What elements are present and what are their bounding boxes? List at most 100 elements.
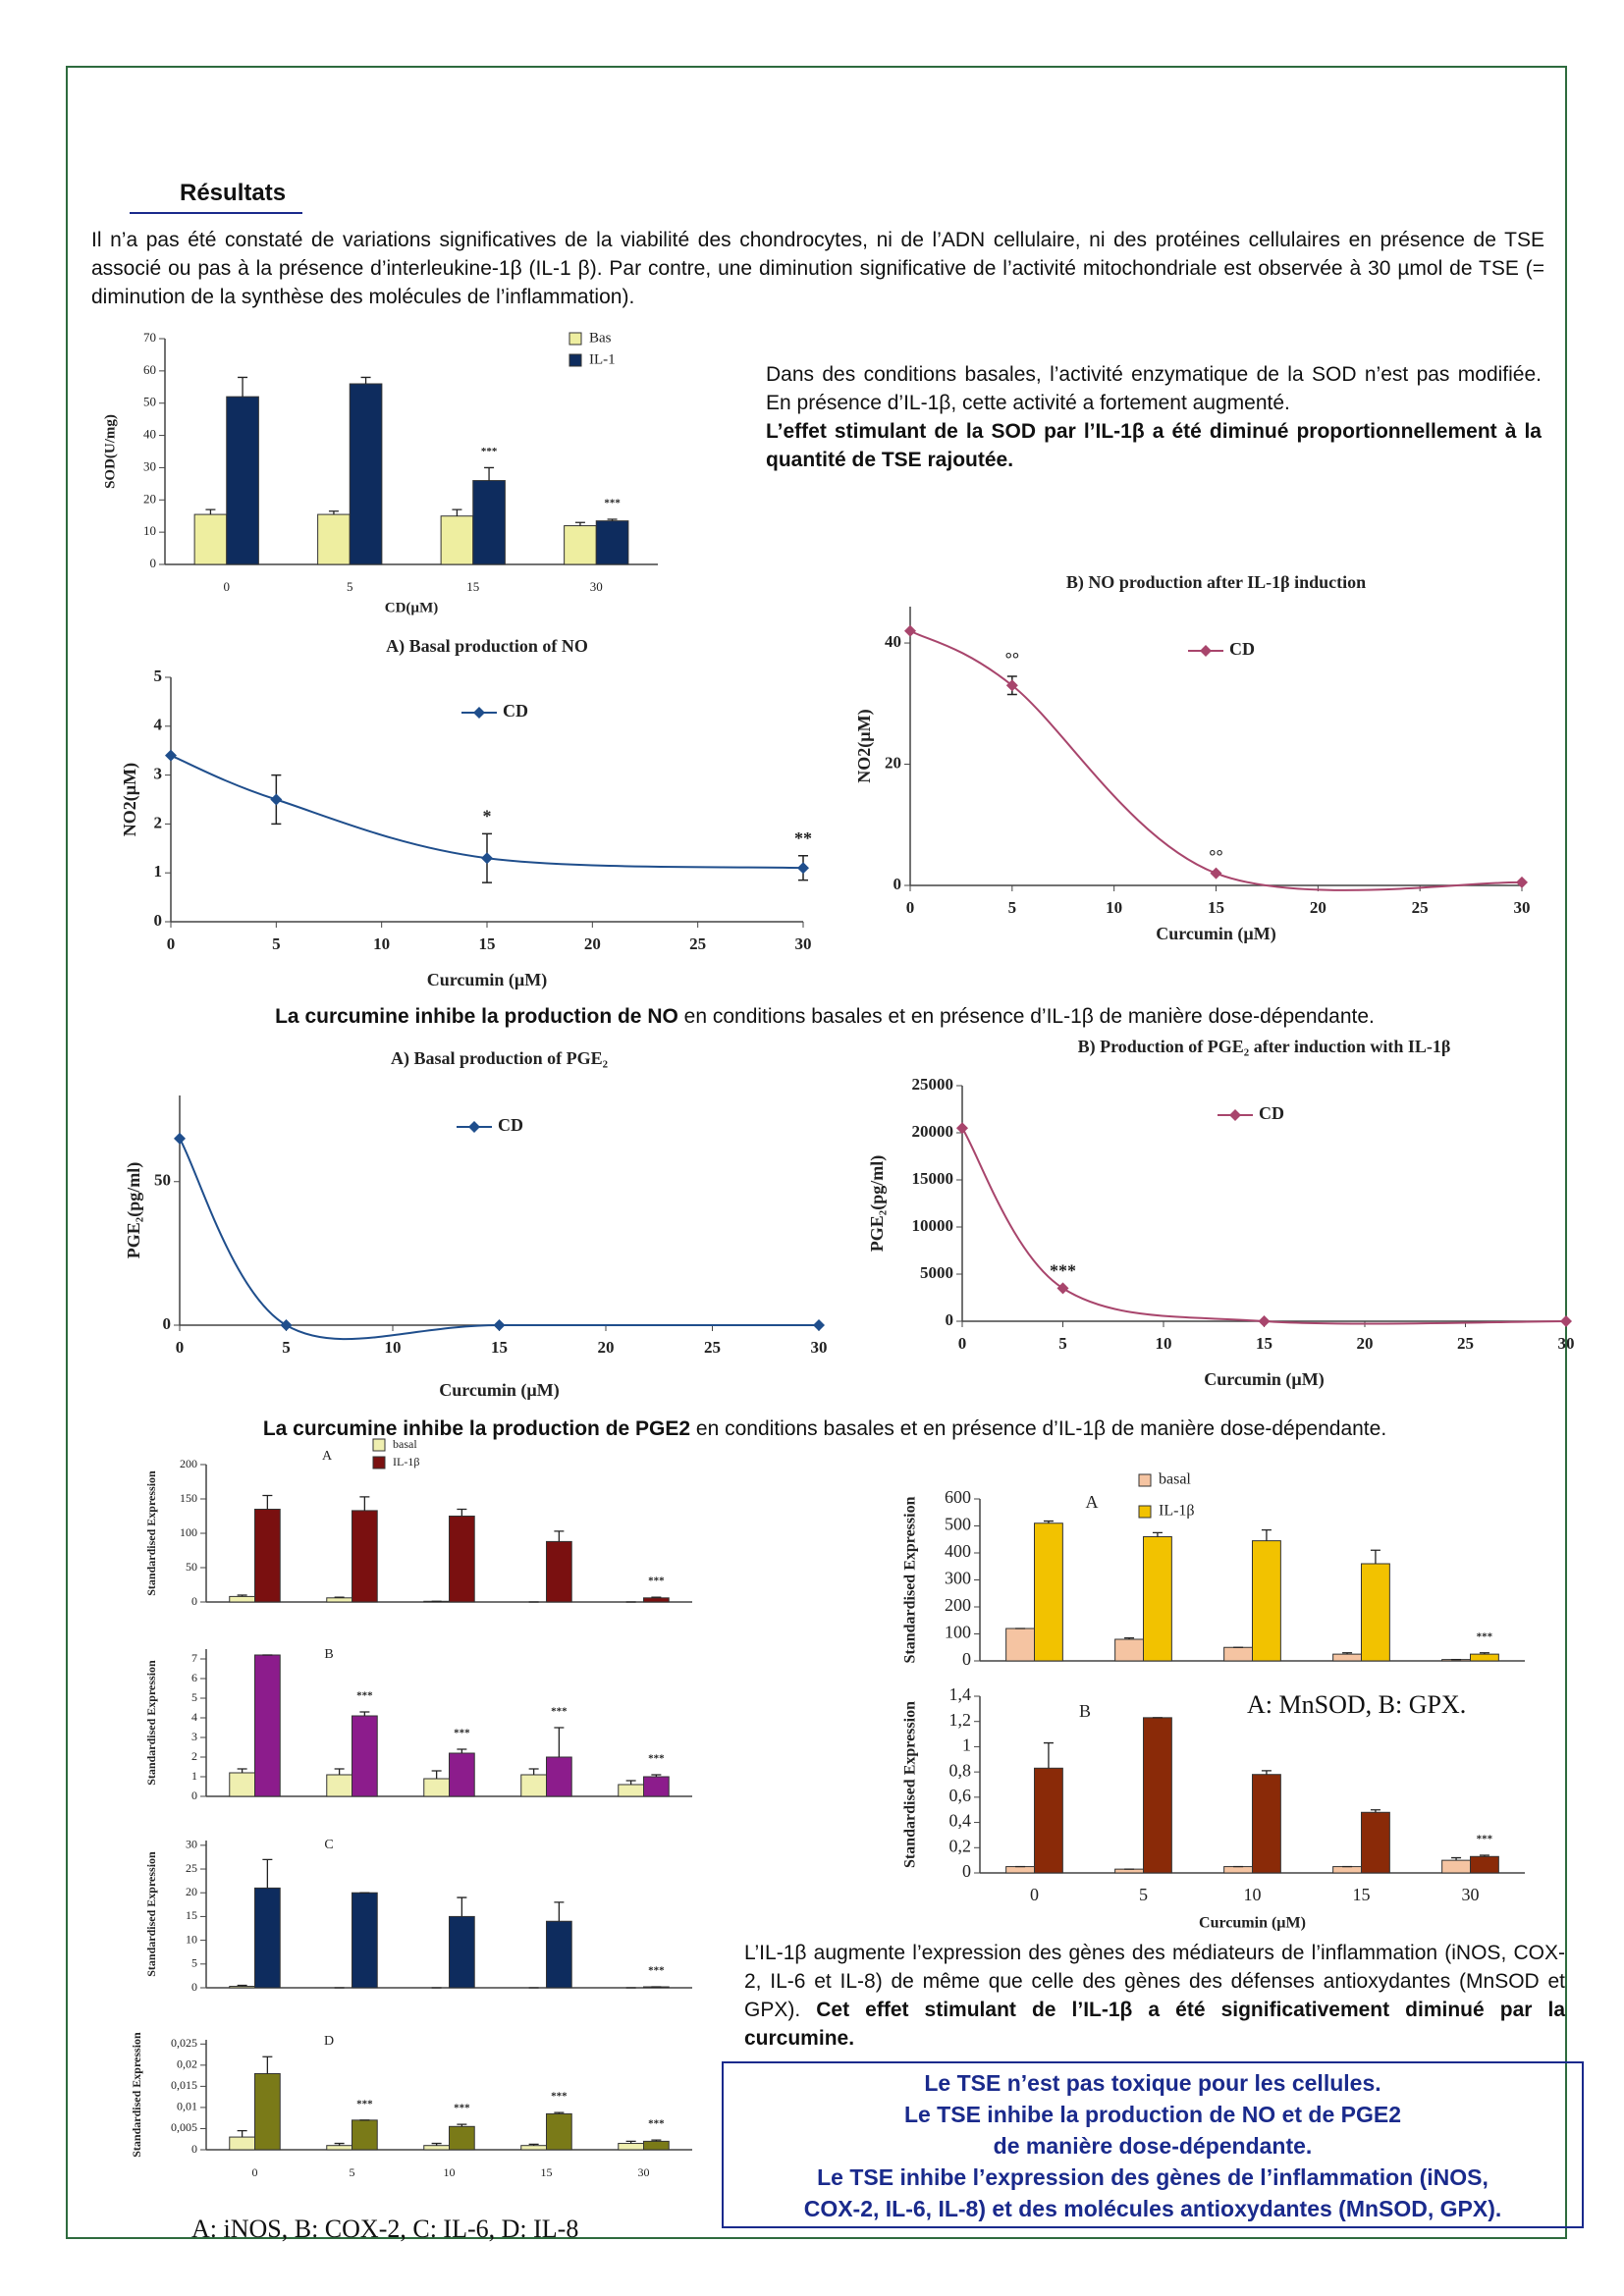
bar	[1361, 1811, 1390, 1874]
error-bar	[651, 2139, 662, 2142]
error-bar	[574, 521, 585, 526]
bar	[423, 1778, 451, 1797]
bar	[226, 396, 259, 565]
legend-label: CD	[1259, 1103, 1284, 1123]
marker	[270, 793, 283, 806]
error-bar	[457, 2123, 467, 2127]
y-tick-label: 3	[154, 765, 163, 783]
annotation: ***	[356, 1690, 373, 1702]
annotation: ***	[648, 2118, 665, 2130]
y-tick-label: 0,02	[177, 2057, 197, 2071]
bar	[326, 1597, 353, 1603]
y-tick-label: 0	[191, 2142, 197, 2156]
y-tick-label: 25000	[912, 1075, 954, 1094]
bar	[546, 1920, 572, 1989]
x-axis-label: Curcumin (µM)	[1156, 924, 1276, 944]
y-tick-label: 0	[191, 1789, 197, 1802]
text: en conditions basales et en présence d’I…	[677, 1005, 1375, 1028]
y-tick-label: 1	[154, 862, 163, 881]
y-tick-label: 0	[962, 1861, 971, 1881]
marker	[1005, 679, 1018, 692]
y-tick-label: 10000	[912, 1216, 954, 1235]
chart-title: B	[324, 1647, 333, 1662]
x-tick-label: 15	[1208, 898, 1224, 917]
y-tick-label: 0	[191, 1980, 197, 1994]
error-bar	[1370, 1549, 1380, 1564]
bar	[546, 1540, 572, 1603]
error-bar	[262, 2056, 273, 2074]
y-tick-label: 30	[186, 1838, 197, 1851]
text: L’IL-1β augmente l’expression des gènes …	[744, 1942, 1565, 2021]
legend-swatch	[1138, 1505, 1152, 1519]
legend-label: CD	[498, 1115, 523, 1135]
marker	[1560, 1315, 1572, 1327]
bar	[1252, 1540, 1281, 1662]
bar	[1470, 1855, 1499, 1874]
x-tick-label: 0	[252, 2165, 258, 2179]
error-bar	[452, 508, 462, 516]
bar	[564, 525, 597, 565]
error-bar	[1124, 1636, 1135, 1639]
y-tick-label: 2	[191, 1749, 197, 1763]
pge-caption: La curcumine inhibe la production de PGE…	[98, 1415, 1551, 1443]
annotation: ***	[454, 2103, 470, 2114]
bar	[352, 2119, 378, 2151]
x-tick-label: 25	[704, 1338, 721, 1357]
error-bar	[334, 2142, 345, 2146]
line	[909, 629, 1523, 891]
bar	[595, 520, 629, 565]
marker	[481, 852, 493, 865]
legend-label: CD	[1229, 639, 1255, 659]
text: Dans des conditions basales, l’activité …	[766, 363, 1542, 414]
error-bar	[1479, 1652, 1489, 1655]
x-tick-label: 0	[224, 579, 231, 594]
error-bar	[1152, 1531, 1163, 1537]
y-tick-label: 60	[143, 362, 156, 377]
marker	[956, 1122, 968, 1135]
bar	[449, 1752, 475, 1797]
conclusion-line: Le TSE inhibe l’expression des gènes de …	[817, 2164, 1489, 2190]
y-tick-label: 200	[945, 1595, 971, 1615]
x-tick-label: 0	[906, 898, 915, 917]
line	[961, 1127, 1567, 1325]
annotation: ***	[648, 1575, 665, 1587]
error-bar	[1451, 1856, 1462, 1861]
annotation: ***	[1477, 1834, 1493, 1845]
x-tick-label: 10	[1156, 1334, 1172, 1353]
y-tick-label: 0,025	[171, 2036, 197, 2050]
chart-title: B) NO production after IL-1β induction	[1066, 572, 1366, 593]
error-bar	[457, 1896, 467, 1917]
x-tick-label: 25	[1457, 1334, 1474, 1353]
bar	[618, 2143, 645, 2151]
bar	[1441, 1859, 1472, 1874]
bar	[449, 1516, 475, 1603]
x-tick-label: 5	[282, 1338, 291, 1357]
y-tick-label: 0,8	[949, 1760, 972, 1780]
y-tick-label: 40	[143, 427, 156, 442]
marker	[1210, 867, 1222, 880]
error-bar	[334, 1768, 345, 1775]
y-axis-label: PGE₂(pg/ml)	[124, 1162, 144, 1258]
legend-marker	[473, 707, 485, 719]
conclusion-line: Le TSE n’est pas toxique pour les cellul…	[924, 2070, 1381, 2096]
chart-title: B) Production of PGE₂ after induction wi…	[1078, 1037, 1451, 1057]
legend-label: CD	[503, 701, 528, 721]
x-axis-label: Curcumin (µM)	[427, 970, 548, 990]
error-bar	[360, 376, 371, 384]
bar	[520, 2145, 548, 2151]
x-axis-label: CD(µM)	[385, 600, 438, 615]
legend-label: IL-1β	[393, 1455, 419, 1468]
chart-title: B	[1079, 1701, 1091, 1721]
sod-text: Dans des conditions basales, l’activité …	[766, 360, 1542, 474]
chart-title: A) Basal production of NO	[386, 636, 588, 657]
x-tick-label: 15	[491, 1338, 508, 1357]
error-bar	[359, 1496, 370, 1511]
bar	[472, 480, 506, 565]
x-tick-label: 5	[1139, 1885, 1148, 1904]
y-tick-label: 20	[143, 491, 156, 506]
y-tick-label: 5	[191, 1690, 197, 1704]
bar	[643, 1776, 670, 1797]
y-tick-label: 0,2	[949, 1836, 972, 1855]
y-tick-label: 0	[163, 1314, 172, 1333]
